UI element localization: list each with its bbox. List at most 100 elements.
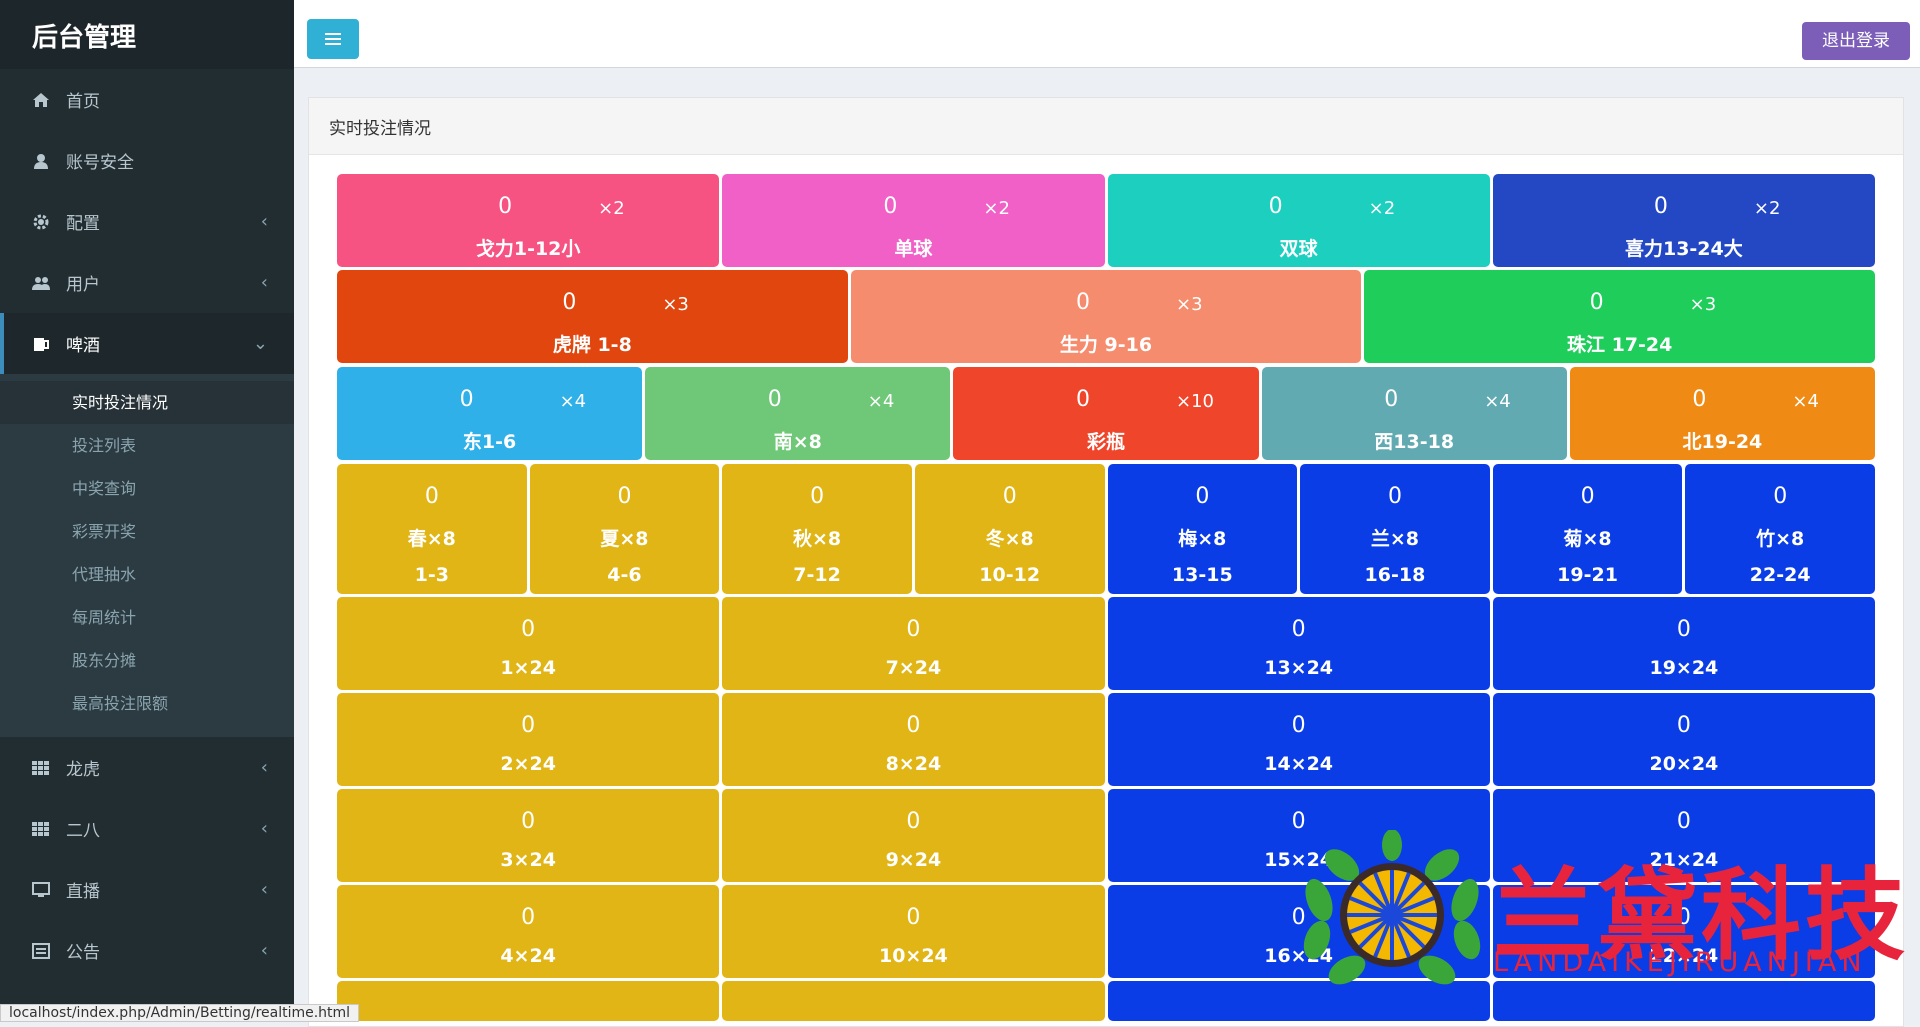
bet-amount: 0 <box>1676 905 1691 930</box>
bet-amount: 0 <box>767 387 782 412</box>
sidebar-item-label: 龙虎 <box>66 760 100 780</box>
bet-label: 22×24 <box>1649 945 1719 967</box>
submenu-item[interactable]: 彩票开奖 <box>72 522 137 541</box>
bet-label: 彩瓶 <box>1086 431 1125 453</box>
bet-cell[interactable]: 0 ×10 彩瓶 <box>953 367 1259 460</box>
sidebar-item[interactable]: 用户 ‹ <box>0 252 294 313</box>
bet-cell[interactable]: 0 秋×8 7-12 <box>722 464 912 594</box>
sidebar-item[interactable]: 账号安全 <box>0 130 294 191</box>
bet-label: 戈力1-12小 <box>475 238 581 260</box>
submenu-item[interactable]: 中奖查询 <box>72 479 137 498</box>
bet-amount: 0 <box>1002 484 1017 509</box>
bet-amount: 0 <box>1653 194 1668 219</box>
sidebar-item-label: 二八 <box>66 821 100 841</box>
bet-label: 1×24 <box>500 657 556 679</box>
submenu-item[interactable]: 代理抽水 <box>72 565 137 584</box>
bet-amount: 0 <box>521 617 536 642</box>
sidebar-item-label: 啤酒 <box>66 336 100 356</box>
bet-label: 竹×8 <box>1756 528 1805 550</box>
home-icon <box>32 92 50 108</box>
odds-multiplier: ×10 <box>1175 391 1214 412</box>
bet-amount: 0 <box>1676 713 1691 738</box>
bet-cell[interactable]: 0 ×4 东1-6 <box>337 367 643 460</box>
odds-multiplier: ×2 <box>598 198 625 219</box>
bet-cell[interactable]: 0 ×3 生力 9-16 <box>850 270 1362 363</box>
bet-label: 秋×8 <box>792 528 842 550</box>
bet-amount: 0 <box>1589 290 1604 315</box>
sidebar-item[interactable]: 首页 <box>0 69 294 130</box>
bet-cell[interactable]: 0 ×2 单球 <box>722 174 1105 267</box>
odds-multiplier: ×4 <box>1484 391 1511 412</box>
bet-cell[interactable]: 0 7×24 <box>722 597 1105 690</box>
bet-amount: 0 <box>1291 905 1306 930</box>
bet-cell[interactable]: 0 冬×8 10-12 <box>914 464 1105 594</box>
submenu-item[interactable]: 每周统计 <box>72 608 137 627</box>
bet-amount: 0 <box>424 484 439 509</box>
menu-icon <box>325 33 341 45</box>
bet-label: 西13-18 <box>1374 431 1455 453</box>
bet-amount: 0 <box>521 713 536 738</box>
sidebar-item-label: 首页 <box>66 92 100 112</box>
bet-cell[interactable]: 0 ×4 西13-18 <box>1261 367 1567 460</box>
bet-cell[interactable]: 0 梅×8 13-15 <box>1107 464 1298 594</box>
submenu-item[interactable]: 股东分摊 <box>72 651 137 670</box>
submenu-item[interactable]: 投注列表 <box>72 436 137 455</box>
odds-multiplier: ×3 <box>1689 294 1717 315</box>
sidebar-item[interactable]: 直播 ‹ <box>0 859 294 920</box>
sidebar-toggle-button[interactable] <box>307 19 359 59</box>
bet-label: 夏×8 <box>600 528 649 550</box>
bet-cell[interactable]: 0 22×24 <box>1492 885 1875 978</box>
bet-cell[interactable]: 0 1×24 <box>337 597 720 690</box>
odds-multiplier: ×2 <box>983 198 1010 219</box>
submenu-item[interactable]: 最高投注限额 <box>72 694 169 713</box>
bet-cell[interactable]: 0 20×24 <box>1492 693 1875 786</box>
logout-button[interactable]: 退出登录 <box>1802 22 1910 60</box>
bet-cell[interactable] <box>722 981 1105 1021</box>
bet-cell[interactable]: 0 19×24 <box>1492 597 1875 690</box>
sidebar-item[interactable]: 二八 ‹ <box>0 798 294 859</box>
bet-label: 21×24 <box>1649 849 1719 871</box>
bet-cell[interactable]: 0 夏×8 4-6 <box>529 464 720 594</box>
bet-label: 菊×8 <box>1563 528 1612 550</box>
bet-cell[interactable]: 0 ×2 戈力1-12小 <box>337 174 720 267</box>
bet-cell[interactable]: 0 21×24 <box>1492 789 1875 882</box>
sidebar-item[interactable]: 配置 ‹ <box>0 191 294 252</box>
beer-icon <box>32 336 50 352</box>
bet-cell[interactable]: 0 春×8 1-3 <box>337 464 527 594</box>
sidebar-item[interactable]: 啤酒 ⌄ <box>0 313 294 374</box>
chevron-left-icon: ‹ <box>260 940 268 961</box>
bet-cell[interactable] <box>1107 981 1490 1021</box>
bet-cell[interactable]: 0 8×24 <box>722 693 1105 786</box>
bet-cell[interactable]: 0 ×4 北19-24 <box>1569 367 1875 460</box>
chevron-left-icon: ‹ <box>260 818 268 839</box>
bet-cell[interactable]: 0 ×3 虎牌 1-8 <box>337 270 848 363</box>
bet-label: 生力 9-16 <box>1059 334 1153 356</box>
sidebar-item[interactable]: 公告 ‹ <box>0 920 294 981</box>
bet-amount: 0 <box>521 809 536 834</box>
bet-label: 兰×8 <box>1370 528 1419 550</box>
bet-cell[interactable]: 0 ×4 南×8 <box>645 367 951 460</box>
bet-cell[interactable]: 0 15×24 <box>1107 789 1490 882</box>
bet-amount: 0 <box>617 484 632 509</box>
bet-cell[interactable] <box>337 981 720 1021</box>
bet-cell[interactable]: 0 2×24 <box>337 693 720 786</box>
bet-label: 冬×8 <box>985 528 1034 550</box>
bet-cell[interactable]: 0 13×24 <box>1107 597 1490 690</box>
bet-cell[interactable]: 0 14×24 <box>1107 693 1490 786</box>
sidebar-item[interactable]: 龙虎 ‹ <box>0 737 294 798</box>
bet-cell[interactable]: 0 ×3 珠江 17-24 <box>1364 270 1875 363</box>
watermark-logo: 兰黛科技 LANDAIKEJIRUANJIAN <box>1297 829 1905 990</box>
submenu-item[interactable]: 实时投注情况 <box>0 381 294 424</box>
bet-amount: 0 <box>1384 387 1399 412</box>
bet-cell[interactable]: 0 菊×8 19-21 <box>1492 464 1683 594</box>
bet-cell[interactable]: 0 4×24 <box>337 885 720 978</box>
bet-cell[interactable]: 0 3×24 <box>337 789 720 882</box>
bet-cell[interactable]: 0 ×2 双球 <box>1107 174 1490 267</box>
bet-cell[interactable]: 0 兰×8 16-18 <box>1300 464 1490 594</box>
bet-cell[interactable] <box>1492 981 1875 1021</box>
bet-cell[interactable]: 0 10×24 <box>722 885 1105 978</box>
bet-cell[interactable]: 0 9×24 <box>722 789 1105 882</box>
bet-cell[interactable]: 0 ×2 喜力13-24大 <box>1492 174 1875 267</box>
bet-cell[interactable]: 0 竹×8 22-24 <box>1685 464 1875 594</box>
bet-amount: 0 <box>906 905 921 930</box>
